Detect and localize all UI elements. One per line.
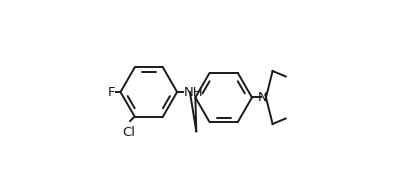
Text: N: N: [258, 91, 268, 104]
Text: F: F: [108, 86, 115, 98]
Text: NH: NH: [184, 86, 204, 98]
Text: Cl: Cl: [123, 126, 136, 139]
